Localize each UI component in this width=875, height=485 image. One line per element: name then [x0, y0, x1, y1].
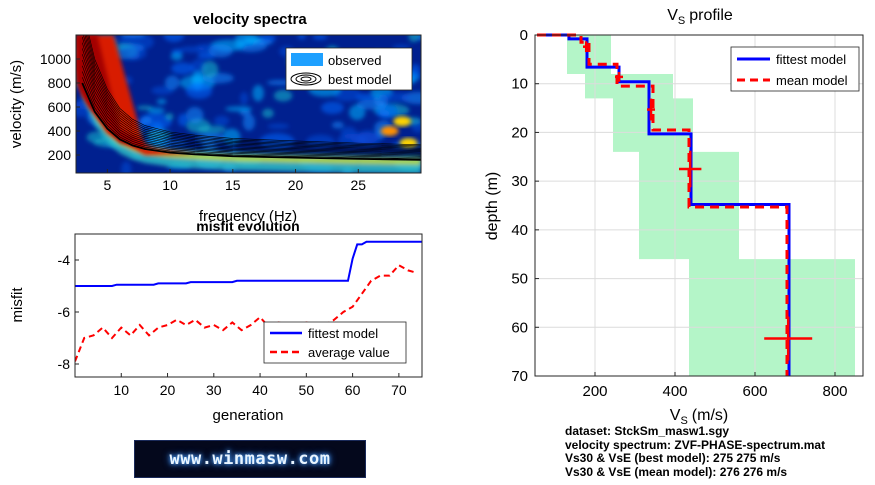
spectra-ytick-label-1: 400: [48, 123, 72, 139]
winmasw-logo[interactable]: www.winmasw.com: [134, 440, 366, 478]
vs-profile-panel: VS profile 200 400 600 800 0 10 20 30 40 50 60 70 V…: [484, 7, 864, 427]
misfit-ytick-label-0: -8: [58, 356, 71, 372]
misfit-xtick-label-3: 40: [252, 382, 268, 398]
misfit-title: misfit evolution: [196, 218, 299, 234]
misfit-xtick-label-2: 30: [206, 382, 222, 398]
misfit-y-ticks: -8 -6 -4: [58, 252, 79, 372]
vs-error-bars: [583, 41, 813, 361]
vs-line-mean: [537, 33, 789, 376]
misfit-legend-box: [263, 321, 407, 364]
best-model-contour-swatch: [290, 72, 322, 86]
vs-xtick-label-1: 400: [662, 383, 687, 400]
misfit-legend: fittest model average value: [263, 321, 407, 364]
spectra-hotspot-0: [380, 126, 399, 136]
vs-title: VS profile: [667, 7, 733, 27]
misfit-panel: misfit evolution 10 20 30 40 50 60 70 -8 -6 -4 g…: [9, 218, 423, 424]
best-model-curve: [81, 82, 421, 161]
spectra-hotspot-2: [393, 116, 412, 127]
misfit-xtick-label-1: 20: [160, 382, 176, 398]
vs-ytick-label-4: 40: [511, 222, 528, 239]
spectra-xtick-label-0: 5: [103, 177, 111, 193]
spectra-xtick-label-4: 25: [350, 177, 366, 193]
vs-legend: fittest model mean model: [730, 46, 860, 92]
spectra-x-ticks: 5 10 15 20 25: [103, 169, 366, 193]
spectra-ytick-label-2: 600: [48, 99, 72, 115]
legend-best-model-label: best model: [328, 72, 392, 87]
legend-observed-label: observed: [328, 53, 381, 68]
vs-y-ticks: 0 10 20 30 40 50 60 70: [511, 27, 539, 385]
vs-ytick-label-3: 30: [511, 173, 528, 190]
misfit-ylabel: misfit: [9, 287, 26, 323]
dataset-info: dataset: StckSm_masw1.sgy velocity spect…: [565, 424, 826, 479]
spectra-ytick-label-4: 1000: [40, 51, 71, 67]
spectra-xlabel: frequency (Hz): [199, 208, 297, 225]
spectra-y-ticks: 200 400 600 800 1000: [40, 51, 80, 163]
spectra-ytick-label-3: 800: [48, 75, 72, 91]
spectra-xtick-label-3: 20: [288, 177, 304, 193]
misfit-axes-box: [74, 233, 423, 378]
spectra-title: velocity spectra: [193, 11, 307, 28]
logo-text: www.winmasw.com: [169, 449, 331, 469]
spectra-heatmap: [76, 35, 421, 173]
spectra-xtick-label-1: 10: [162, 177, 178, 193]
misfit-xlabel: generation: [213, 407, 284, 424]
observed-swatch: [291, 53, 323, 66]
misfit-xtick-label-5: 60: [345, 382, 361, 398]
vs-legend-fittest-label: fittest model: [776, 52, 846, 67]
spectra-xtick-label-2: 15: [225, 177, 241, 193]
vs-ytick-label-7: 70: [511, 368, 528, 385]
vs-xtick-label-0: 200: [582, 383, 607, 400]
spectra-legend: observed best model: [285, 47, 413, 91]
misfit-ytick-label-2: -4: [58, 252, 71, 268]
vs-legend-mean-label: mean model: [776, 73, 848, 88]
vs-ylabel: depth (m): [484, 172, 501, 240]
vs-xlabel: VS (m/s): [670, 407, 728, 427]
misfit-x-ticks: 10 20 30 40 50 60 70: [113, 373, 407, 398]
spectra-axes-box: [75, 34, 422, 174]
info-vs30-mean: Vs30 & VsE (mean model): 276 276 m/s: [565, 464, 788, 479]
info-vs30-best: Vs30 & VsE (best model): 275 275 m/s: [565, 451, 781, 465]
misfit-series: [75, 240, 422, 362]
vs-ytick-label-2: 20: [511, 124, 528, 141]
spectra-ytick-label-0: 200: [48, 147, 72, 163]
info-dataset: dataset: StckSm_masw1.sgy: [565, 424, 730, 438]
vs-x-ticks: 200 400 600 800: [582, 372, 848, 400]
misfit-legend-average-label: average value: [308, 345, 390, 360]
velocity-spectra-panel: velocity spectra 5 10 15 20 25 200 400 600 800 1…: [8, 11, 422, 225]
vs-axes-box: [534, 34, 864, 377]
vs-ytick-label-5: 50: [511, 271, 528, 288]
info-velocity-spectrum: velocity spectrum: ZVF-PHASE-spectrum.ma…: [565, 437, 826, 452]
vs-ytick-label-6: 60: [511, 319, 528, 336]
misfit-line-fittest: [75, 240, 422, 287]
misfit-ytick-label-1: -6: [58, 304, 71, 320]
spectra-ylabel: velocity (m/s): [8, 60, 25, 148]
vs-ytick-label-0: 0: [520, 27, 528, 44]
misfit-line-average: [75, 263, 418, 362]
misfit-xtick-label-4: 50: [299, 382, 315, 398]
vs-xtick-label-3: 800: [822, 383, 847, 400]
vs-xtick-label-2: 600: [742, 383, 767, 400]
misfit-xtick-label-6: 70: [391, 382, 407, 398]
vs-legend-box: [730, 46, 860, 92]
vs-ytick-label-1: 10: [511, 76, 528, 93]
misfit-legend-fittest-label: fittest model: [308, 326, 378, 341]
misfit-xtick-label-0: 10: [113, 382, 129, 398]
